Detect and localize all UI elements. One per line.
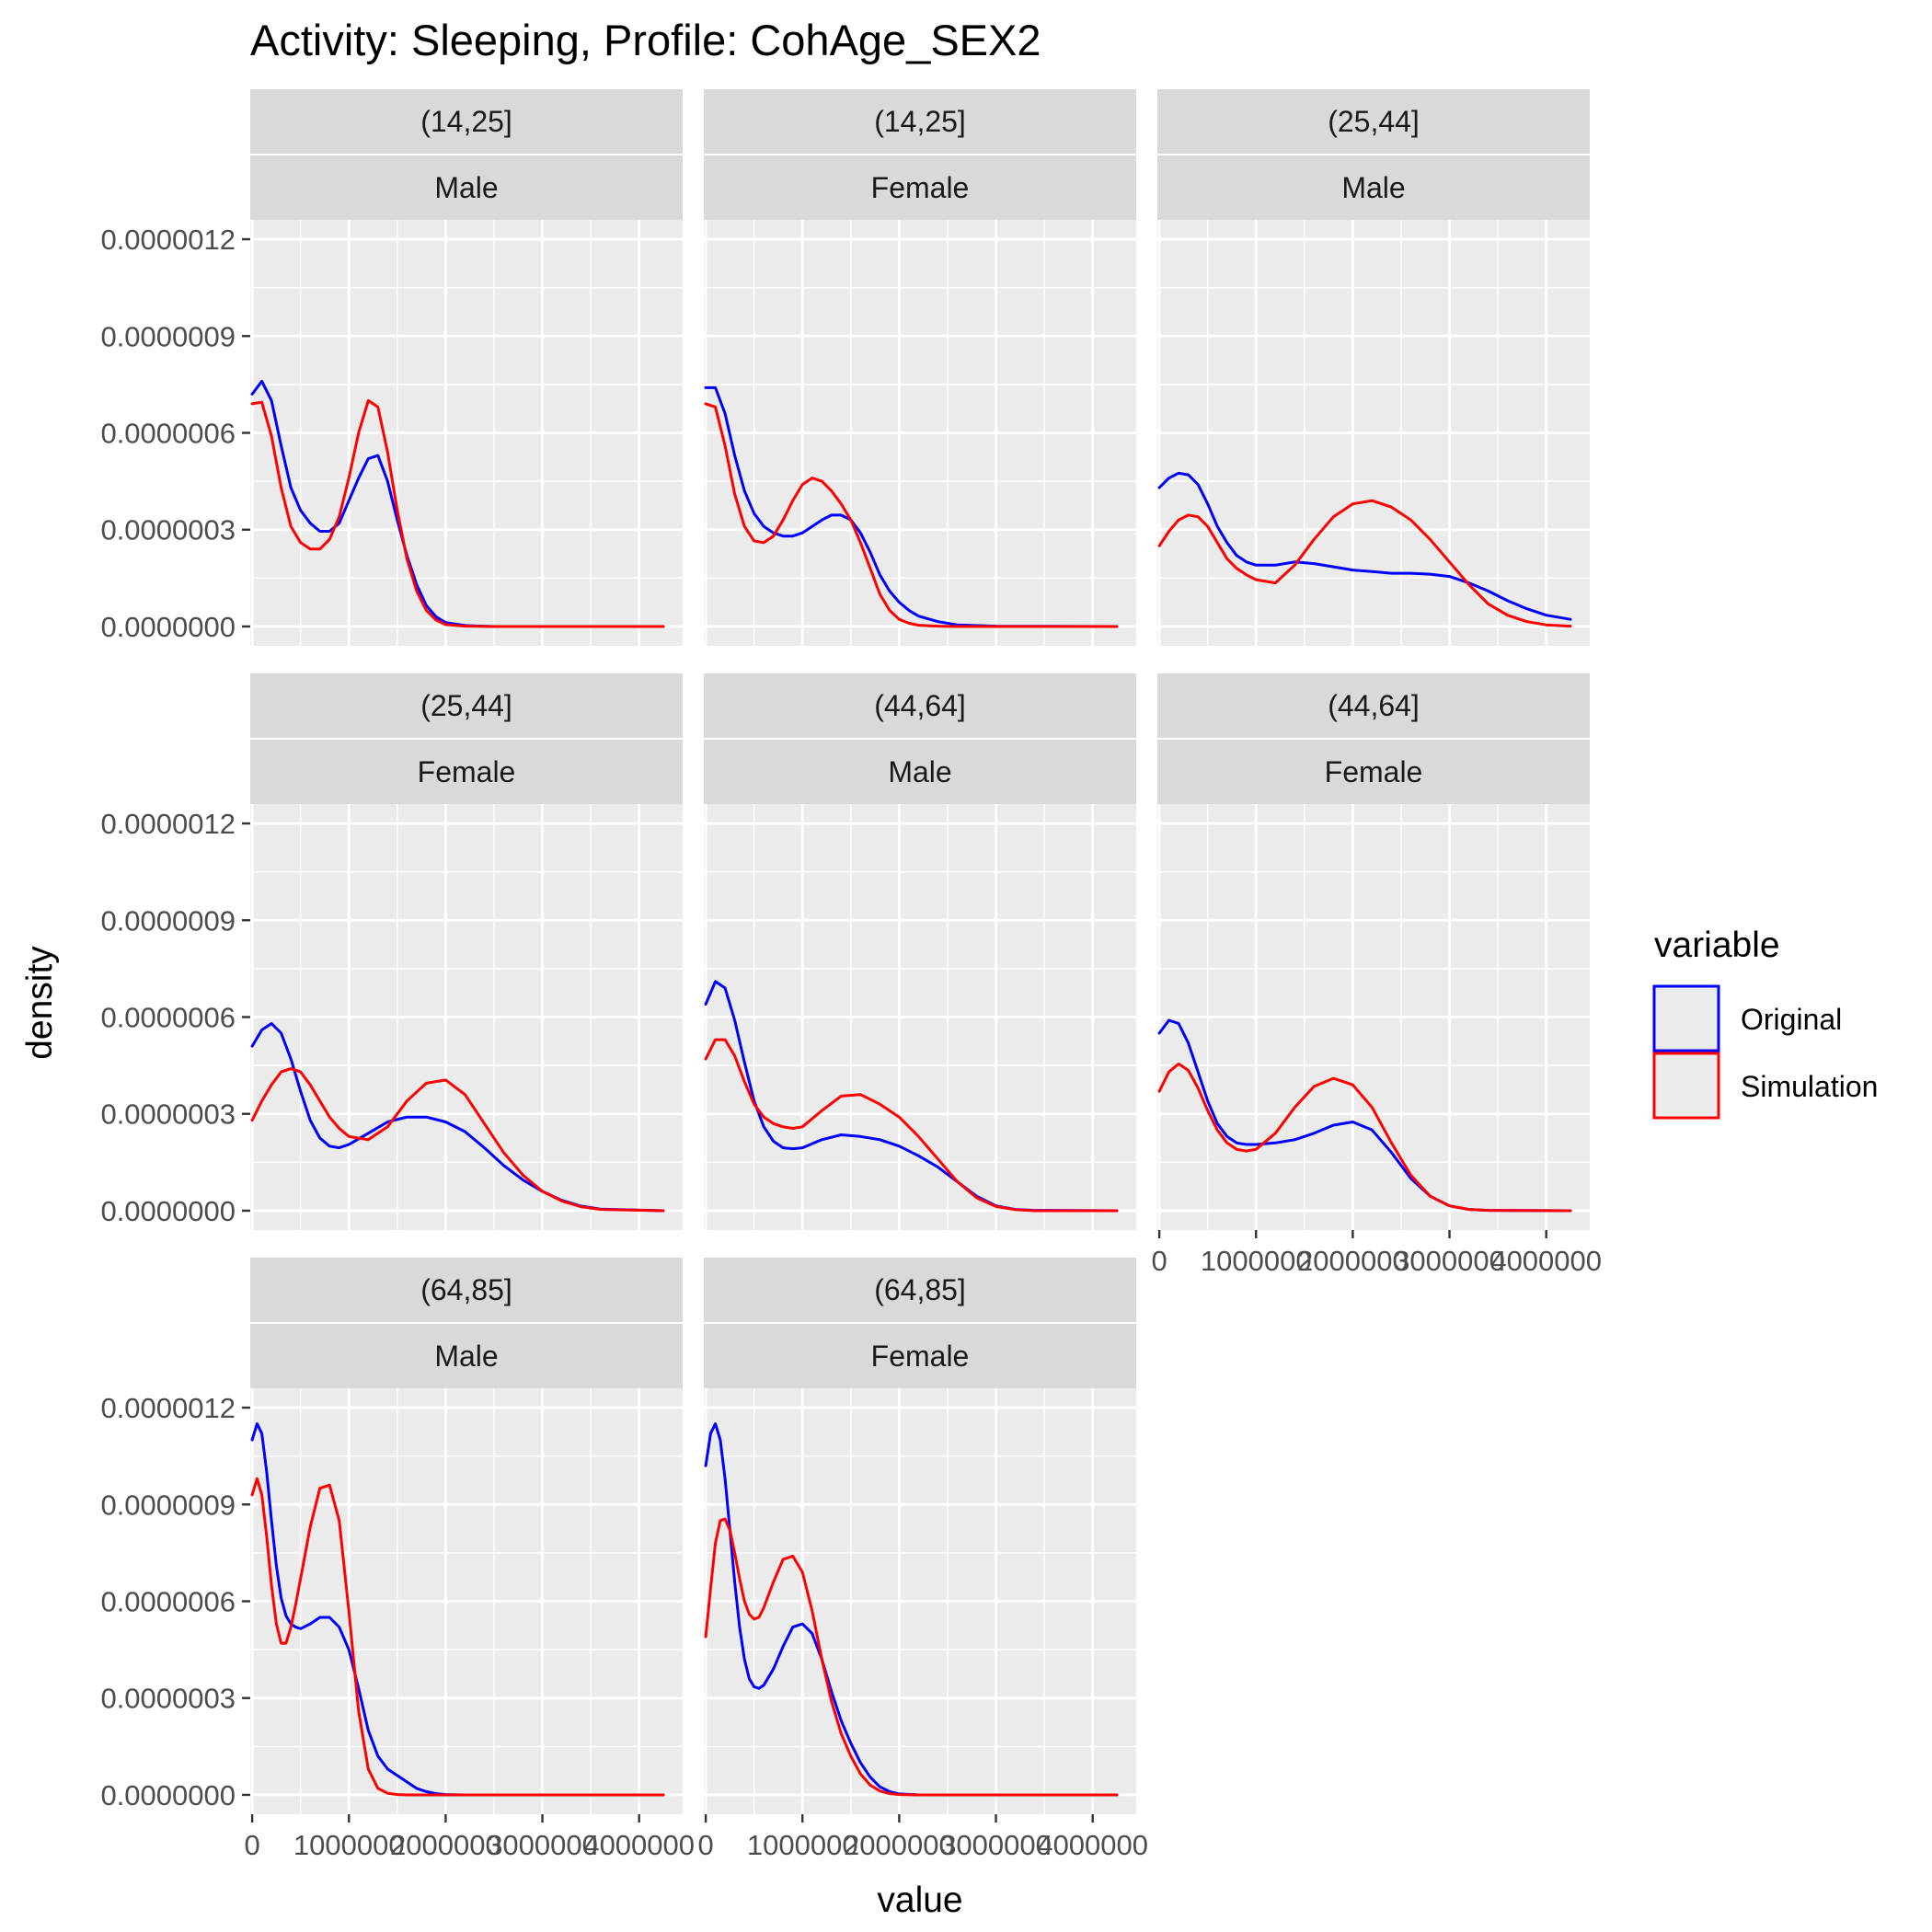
facet-panel: (14,25] Male 0.0000000 0.0000003 0.0000006 0.…: [100, 89, 683, 646]
y-tick-label: 0.0000012: [100, 808, 236, 840]
legend-title: variable: [1654, 926, 1780, 965]
x-tick-label: 2000000: [390, 1829, 501, 1861]
legend-item-original: Original: [1652, 984, 1842, 1052]
x-tick-label: 3000000: [487, 1829, 598, 1861]
x-axis-title: value: [877, 1880, 962, 1920]
density-line-original: [250, 1422, 665, 1797]
x-tick-label: 0: [697, 1829, 713, 1861]
panels-layer: (14,25] Male 0.0000000 0.0000003 0.0000006 0.…: [100, 89, 1602, 1861]
y-tick-label: 0.0000000: [100, 1195, 236, 1227]
strip-background-top: [1157, 673, 1590, 738]
strip-background-top: [250, 1258, 683, 1322]
facet-panel: (25,44] Male: [1157, 89, 1590, 646]
y-tick-label: 0.0000003: [100, 1098, 236, 1131]
strip-label-sex: Male: [888, 755, 951, 788]
x-tick-label: 4000000: [583, 1829, 695, 1861]
strip-background-bottom: [704, 155, 1136, 220]
y-tick-label: 0.0000000: [100, 611, 236, 643]
x-tick-label: 0: [1151, 1245, 1167, 1277]
facet-panel: (44,64] Female 0 10000002000000300000040000…: [1151, 673, 1602, 1277]
y-tick-label: 0.0000012: [100, 224, 236, 256]
strip-background-bottom: [250, 740, 683, 804]
strip-background-bottom: [250, 1324, 683, 1388]
density-line-simulation: [704, 1517, 1119, 1797]
strip-background-bottom: [704, 740, 1136, 804]
strip-label-age: (14,25]: [874, 105, 966, 138]
legend-key-simulation: [1652, 1052, 1720, 1120]
strip-background-top: [704, 89, 1136, 154]
legend-label-original: Original: [1741, 1003, 1842, 1036]
strip-label-sex: Female: [871, 171, 970, 204]
x-tick-label: 3000000: [1394, 1245, 1505, 1277]
strip-background-bottom: [250, 155, 683, 220]
facet-panel: (25,44] Female 0.0000000 0.0000003 0.0000006…: [100, 673, 683, 1230]
y-tick-label: 0.0000009: [100, 320, 236, 352]
chart-title: Activity: Sleeping, Profile: CohAge_SEX2: [250, 16, 1041, 64]
strip-label-sex: Male: [434, 1340, 498, 1373]
strip-background-top: [704, 673, 1136, 738]
x-tick-label: 1000000: [747, 1829, 858, 1861]
y-tick-label: 0.0000009: [100, 904, 236, 937]
y-tick-label: 0.0000003: [100, 514, 236, 546]
strip-label-age: (44,64]: [874, 689, 966, 722]
legend: variable Original Simulation: [1652, 926, 1878, 1120]
strip-background-top: [704, 1258, 1136, 1322]
density-line-simulation: [250, 1067, 665, 1213]
strip-label-age: (64,85]: [874, 1273, 966, 1306]
density-line-simulation: [1157, 1062, 1572, 1213]
density-line-simulation: [1157, 499, 1572, 628]
strip-label-age: (64,85]: [420, 1273, 512, 1306]
x-tick-label: 4000000: [1037, 1829, 1148, 1861]
strip-label-sex: Male: [1341, 171, 1405, 204]
y-tick-label: 0.0000009: [100, 1489, 236, 1521]
y-tick-label: 0.0000006: [100, 1002, 236, 1034]
strip-background-bottom: [1157, 740, 1590, 804]
strip-label-age: (14,25]: [420, 105, 512, 138]
y-tick-label: 0.0000000: [100, 1779, 236, 1811]
density-line-original: [704, 1422, 1119, 1797]
strip-label-sex: Female: [871, 1340, 970, 1373]
strip-label-age: (44,64]: [1328, 689, 1420, 722]
strip-background-top: [250, 673, 683, 738]
x-tick-label: 1000000: [1201, 1245, 1312, 1277]
y-tick-label: 0.0000006: [100, 418, 236, 450]
density-line-simulation: [250, 1477, 665, 1797]
x-tick-label: 0: [244, 1829, 259, 1861]
facet-panel: (14,25] Female: [704, 89, 1136, 646]
strip-background-top: [250, 89, 683, 154]
strip-label-sex: Male: [434, 171, 498, 204]
density-line-original: [250, 379, 665, 628]
y-tick-label: 0.0000006: [100, 1586, 236, 1618]
strip-label-age: (25,44]: [420, 689, 512, 722]
x-tick-label: 4000000: [1490, 1245, 1602, 1277]
legend-label-simulation: Simulation: [1741, 1070, 1878, 1103]
facet-panel: (64,85] Male 0.0000000 0.0000003 0.0000006 0.…: [100, 1258, 695, 1861]
legend-key-original: [1652, 984, 1720, 1052]
density-line-simulation: [704, 1038, 1119, 1213]
facet-panel: (64,85] Female 0 10000002000000300000040000…: [697, 1258, 1148, 1861]
legend-item-simulation: Simulation: [1652, 1052, 1878, 1120]
strip-background-top: [1157, 89, 1590, 154]
x-tick-label: 3000000: [940, 1829, 1052, 1861]
y-tick-label: 0.0000003: [100, 1683, 236, 1715]
strip-label-age: (25,44]: [1328, 105, 1420, 138]
x-tick-label: 2000000: [844, 1829, 955, 1861]
strip-background-bottom: [704, 1324, 1136, 1388]
density-line-simulation: [250, 398, 665, 628]
facet-panel: (44,64] Male: [704, 673, 1136, 1230]
density-line-original: [704, 385, 1119, 628]
y-axis-title: density: [20, 946, 60, 1060]
strip-label-sex: Female: [1325, 755, 1423, 788]
y-tick-label: 0.0000012: [100, 1392, 236, 1424]
density-line-simulation: [704, 402, 1119, 628]
strip-label-sex: Female: [418, 755, 516, 788]
density-line-original: [1157, 471, 1572, 621]
x-tick-label: 2000000: [1297, 1245, 1409, 1277]
x-tick-label: 1000000: [293, 1829, 405, 1861]
strip-background-bottom: [1157, 155, 1590, 220]
